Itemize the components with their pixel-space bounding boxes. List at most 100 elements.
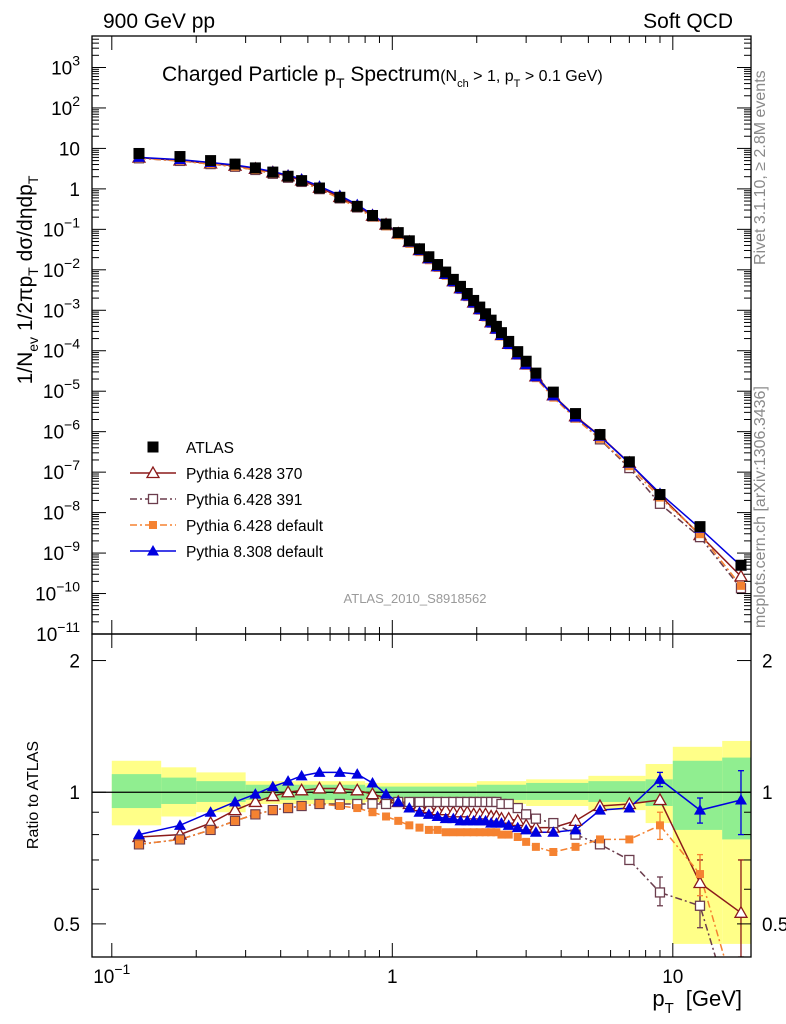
p8_default-ratio-point (520, 823, 533, 835)
p6_370-ratio-point (280, 784, 296, 798)
atlas-point (474, 301, 486, 313)
p6_370-ratio-point (248, 794, 263, 808)
p8_default-ratio-point (366, 776, 379, 788)
p6_default-ratio-point (268, 806, 277, 815)
p6_370-ratio-point (365, 786, 380, 800)
p8_default-ratio-point (173, 819, 186, 830)
uncertainty-band-inner (196, 781, 246, 802)
ratio-y-tick-label: 1 (69, 783, 80, 804)
p6_370-ratio-point (350, 783, 365, 796)
atlas-point (174, 151, 186, 163)
y-tick-label: 10−5 (43, 376, 80, 403)
atlas-point (547, 386, 559, 398)
p6_default-ratio-point (251, 810, 260, 819)
p8_default-ratio-point (249, 788, 262, 799)
p8_default-ratio-point (413, 806, 426, 817)
atlas-point (432, 259, 444, 271)
legend-marker (149, 521, 157, 529)
atlas-point (267, 166, 279, 178)
atlas-point (485, 314, 497, 326)
legend-marker (147, 441, 159, 453)
p6_391-ratio-point (694, 900, 706, 911)
p6_default-ratio-point (175, 835, 184, 844)
p6_391-ratio-point (503, 798, 514, 810)
x-axis-label: pT [GeV] (652, 986, 742, 1017)
chart-title: Charged Particle pT Spectrum(Nch > 1, pT… (162, 63, 603, 91)
p8_default-ratio-point (511, 821, 524, 833)
legend-marker (145, 465, 161, 479)
p6_370-ratio-point (312, 781, 327, 794)
uncertainty-band-inner (111, 774, 162, 809)
atlas-point (594, 429, 606, 441)
p8_default-ratio-point (623, 802, 636, 813)
p6_370-ratio-point (227, 802, 243, 816)
p8_default-ratio-point (439, 812, 452, 824)
y-tick-label: 10−4 (43, 336, 80, 363)
y-tick-label: 10−1 (43, 214, 80, 241)
p8_default-ratio-point (229, 795, 242, 807)
p6_default-point (736, 581, 745, 590)
atlas-point (133, 147, 145, 159)
p6_370-ratio-point (692, 875, 708, 889)
p8_default-ratio-point (502, 819, 515, 830)
p6_370-ratio-point (652, 792, 668, 806)
p6_default-ratio-point (424, 825, 433, 834)
p6_default-ratio-point (492, 828, 501, 837)
atlas-point (461, 287, 473, 299)
atlas-point (392, 227, 404, 239)
p6_default-ratio-point (297, 801, 306, 810)
p8_default-ratio-point (653, 773, 666, 784)
atlas-point (570, 408, 582, 420)
p8_default-ratio-point (569, 823, 582, 835)
y-tick-label: 103 (51, 52, 80, 79)
atlas-point (296, 175, 308, 187)
p6_391-ratio-point (512, 802, 523, 814)
p6_default-ratio-point (625, 835, 634, 844)
p6_default-ratio-point (335, 801, 344, 810)
p6_default-ratio-point (522, 837, 531, 846)
p8_default-ratio-point (593, 804, 606, 815)
ratio-y-tick-label: 2 (69, 652, 80, 673)
p8_default-ratio-point (282, 775, 295, 786)
p8_default-ratio-point (380, 788, 393, 799)
legend-label: Pythia 6.428 370 (186, 466, 303, 483)
legend: ATLAS Pythia 6.428 370 Pythia 6.428 391 Pyt… (130, 440, 324, 561)
atlas-point (205, 155, 217, 167)
ratio-y-tick-label-right: 1 (762, 783, 773, 804)
y-tick-label: 10−10 (35, 579, 80, 606)
y-tick-label: 10−7 (43, 457, 80, 484)
atlas-point (735, 559, 747, 571)
p6_391-ratio-point (520, 809, 532, 820)
p8_default-ratio-point (431, 810, 444, 821)
atlas-point (367, 209, 379, 221)
uncertainty-band-inner (722, 757, 751, 840)
atlas-point (503, 335, 515, 347)
p6_default-ratio-point (394, 816, 403, 825)
p6_391-ratio-point (624, 854, 635, 866)
analysis-watermark: ATLAS_2010_S8918562 (344, 591, 487, 606)
atlas-point (351, 200, 363, 212)
y-tick-label: 10−2 (43, 255, 80, 282)
p8_default-ratio-point (313, 766, 326, 777)
atlas-point (530, 367, 542, 379)
x-tick-label: 10−1 (93, 961, 130, 988)
y-tick-label: 10 (59, 139, 80, 160)
p6_default-ratio-point (497, 830, 506, 839)
p8_default-ratio-point (447, 812, 460, 824)
p6_default-ratio-point (353, 804, 362, 813)
p8_default-ratio-point (422, 808, 435, 819)
atlas-point (468, 294, 480, 306)
y-tick-label: 10−11 (36, 619, 80, 646)
atlas-point (480, 308, 492, 320)
y-tick-label: 10−6 (43, 417, 80, 444)
p6_391-ratio-line (138, 801, 717, 957)
ratio-y-tick-label-right: 2 (762, 652, 773, 673)
atlas-point (413, 243, 425, 255)
atlas-point (423, 251, 435, 263)
header-right: Soft QCD (643, 10, 733, 33)
p6_391-ratio-point (380, 798, 392, 810)
rivet-label: Rivet 3.1.10, ≥ 2.8M events (752, 70, 769, 265)
p6_default-ratio-point (469, 828, 478, 837)
p8_default-ratio-point (734, 793, 747, 805)
